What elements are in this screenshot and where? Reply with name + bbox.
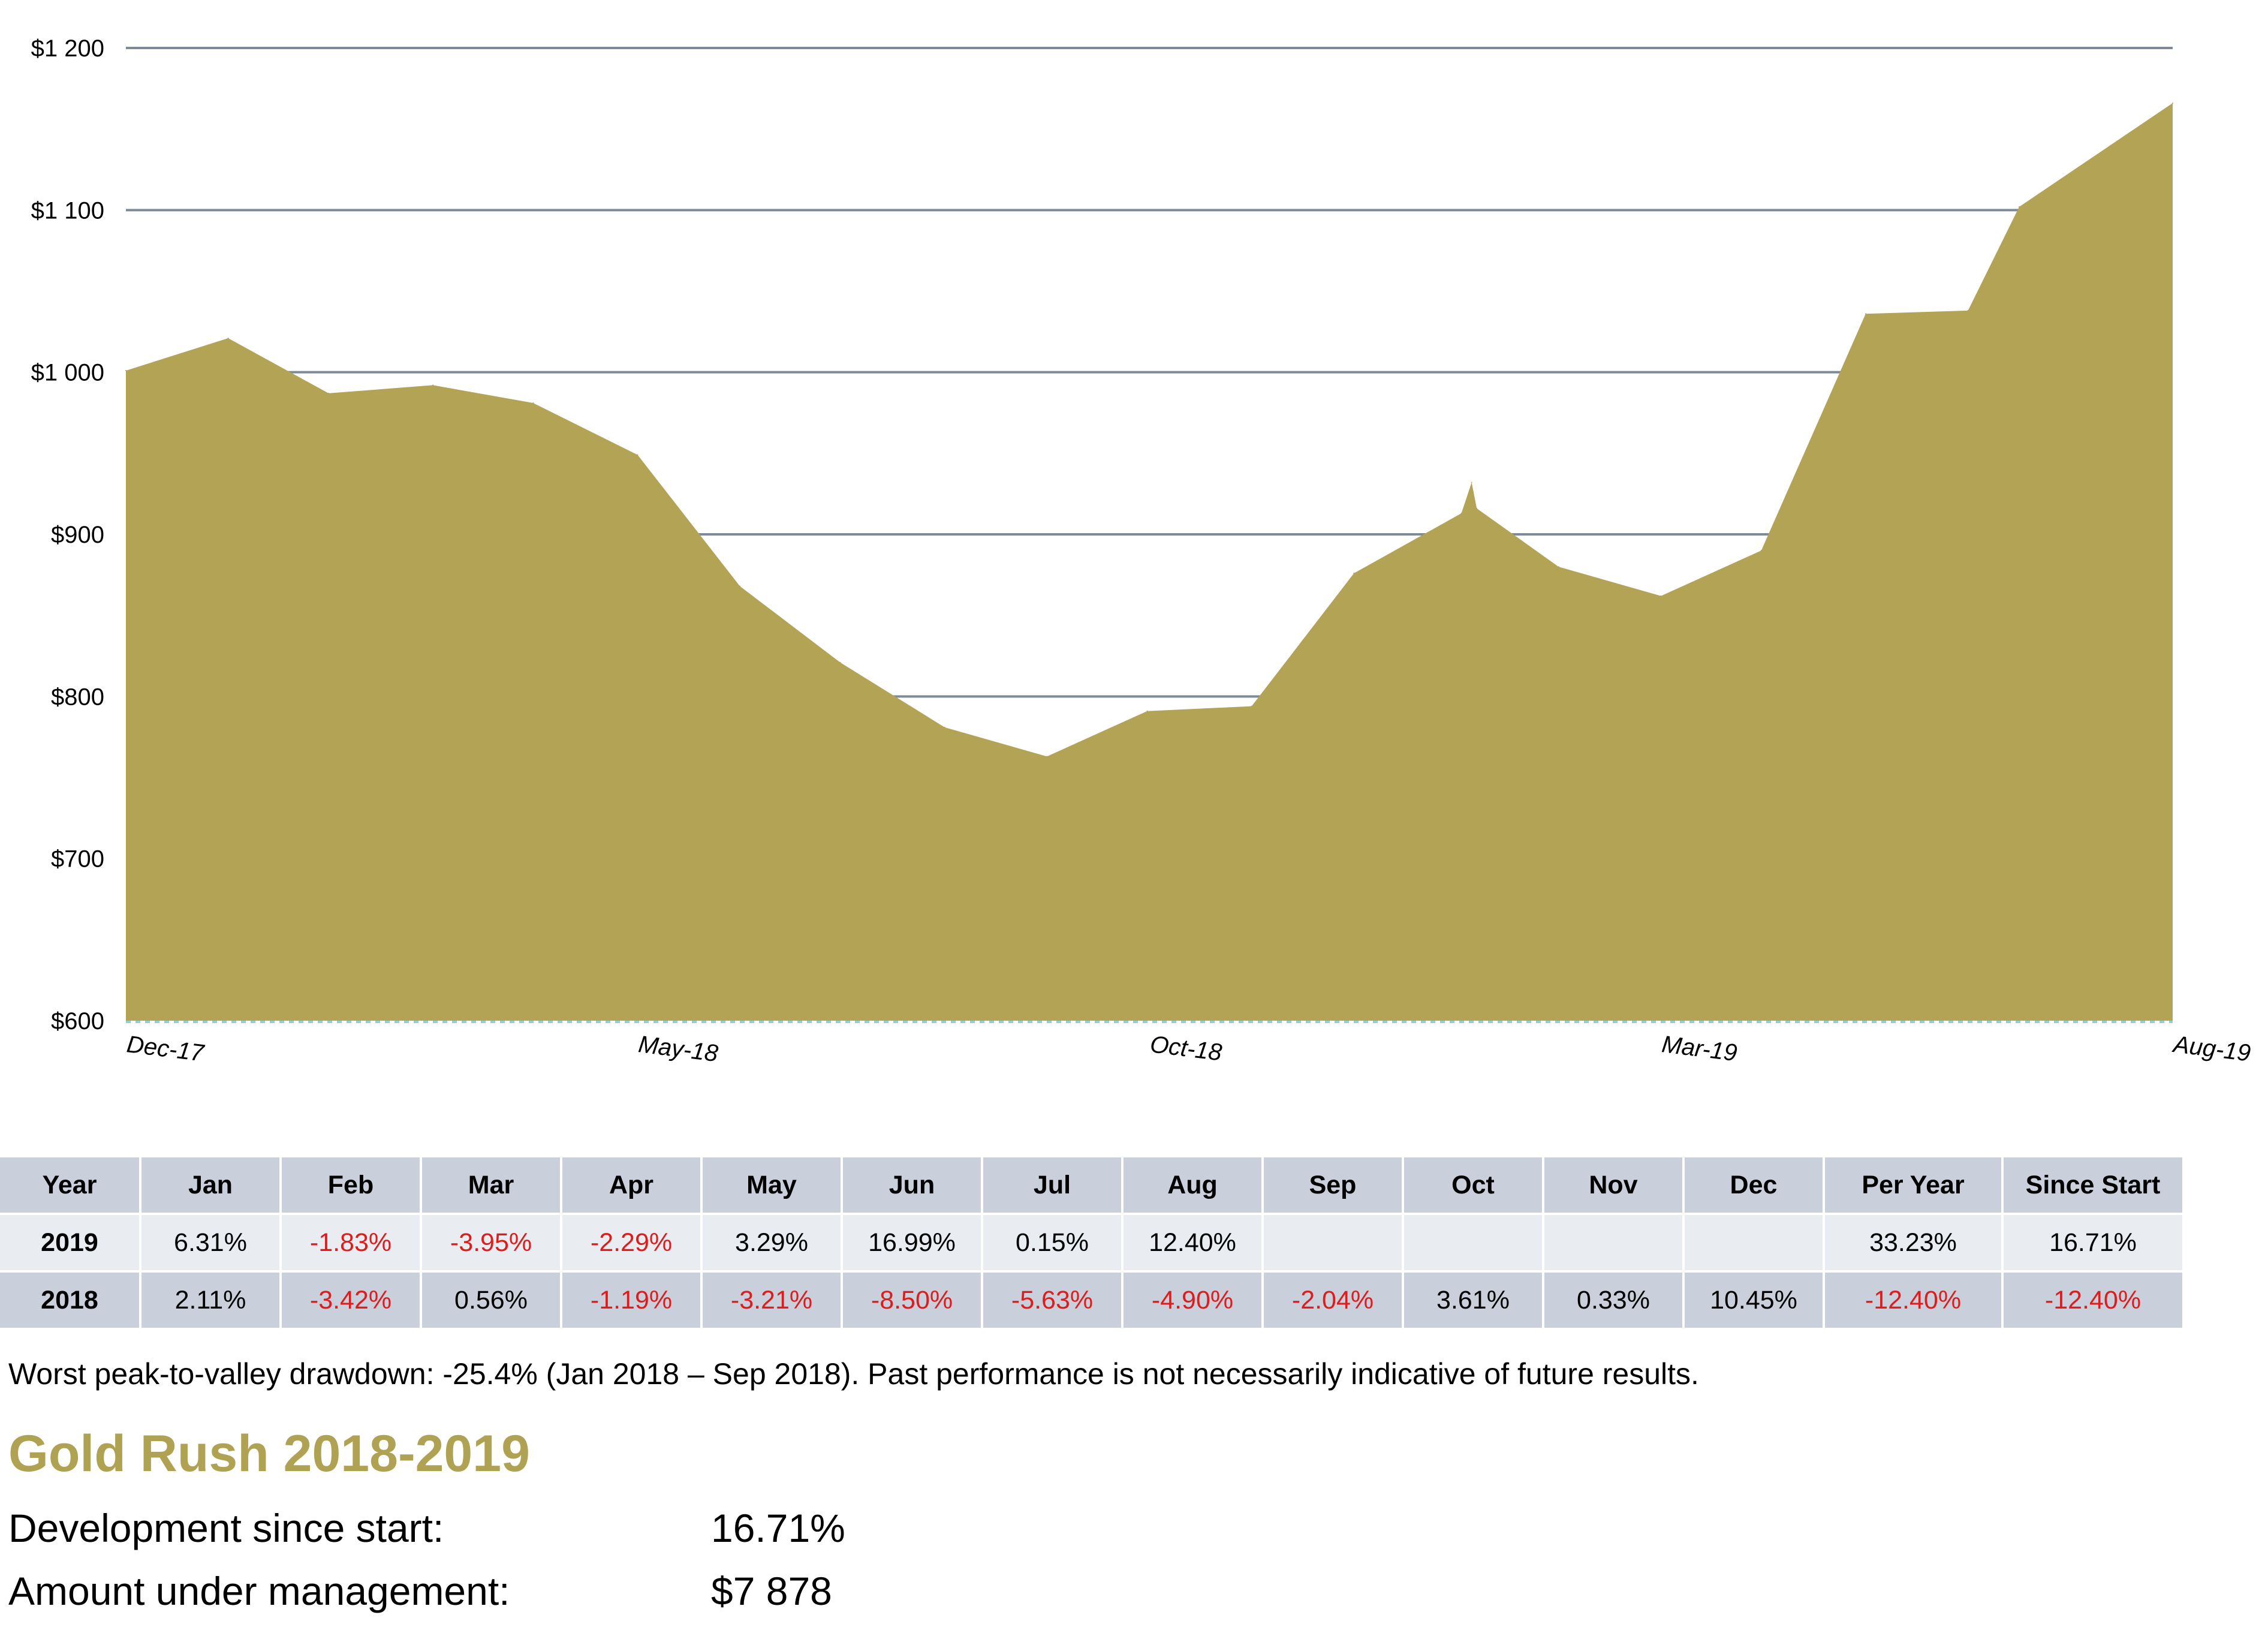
return-cell-aug: 12.40%: [1122, 1214, 1264, 1273]
return-cell-jul: -5.63%: [982, 1271, 1124, 1330]
data-point-14: [1471, 482, 1472, 483]
data-point-0: [125, 370, 126, 371]
area-layer: [125, 102, 2173, 1021]
return-cell-oct: 3.61%: [1403, 1271, 1544, 1330]
return-cell-apr: -2.29%: [561, 1214, 703, 1273]
return-cell-may: -3.21%: [701, 1271, 843, 1330]
aum-value: $7 878: [711, 1569, 832, 1613]
y-tick-label-5: $1 100: [31, 197, 104, 224]
return-cell-mar: 0.56%: [421, 1271, 562, 1330]
y-tick-label-4: $1 000: [31, 360, 104, 386]
y-tick-label-0: $600: [51, 1008, 104, 1034]
return-cell-since-start: -12.40%: [2002, 1271, 2185, 1330]
return-cell-jun: -8.50%: [842, 1271, 983, 1330]
data-point-19: [1865, 313, 1866, 315]
return-cell-aug: -4.90%: [1122, 1271, 1264, 1330]
data-point-15: [1476, 507, 1478, 509]
data-point-9: [1046, 756, 1048, 757]
data-point-18: [1760, 550, 1762, 551]
data-point-22: [2172, 102, 2173, 104]
monthly-returns-table: Year Jan Feb Mar Apr May Jun Jul Aug Sep Oct Nov Dec…: [0, 1157, 2185, 1330]
disclaimer-text: Worst peak-to-valley drawdown: -25.4% (J…: [8, 1357, 1699, 1391]
x-tick-label-3: Mar-19: [1660, 1031, 1738, 1066]
data-points: [125, 102, 2173, 757]
data-point-10: [1146, 710, 1148, 712]
data-point-2: [328, 392, 329, 394]
return-cell-mar: -3.95%: [421, 1214, 562, 1273]
return-cell-may: 3.29%: [701, 1214, 843, 1273]
header-mar: Mar: [421, 1157, 562, 1215]
return-cell-jul: 0.15%: [982, 1214, 1124, 1273]
return-cell-per-year: 33.23%: [1824, 1214, 2004, 1273]
x-tick-label-2: Oct-18: [1149, 1031, 1224, 1066]
data-point-20: [1967, 309, 1969, 311]
return-cell-nov: [1543, 1214, 1685, 1273]
y-tick-label-3: $900: [51, 522, 104, 548]
table-row-2018: 2018 2.11% -3.42% 0.56% -1.19% -3.21% -8.50% -5…: [0, 1271, 2185, 1330]
x-tick-label-4: Aug-19: [2171, 1031, 2252, 1067]
return-cell-jun: 16.99%: [842, 1214, 983, 1273]
data-point-8: [944, 726, 945, 728]
return-cell-feb: -1.83%: [281, 1214, 422, 1273]
return-cell-nov: 0.33%: [1543, 1271, 1685, 1330]
return-cell-feb: -3.42%: [281, 1271, 422, 1330]
data-point-17: [1660, 595, 1662, 597]
header-nov: Nov: [1543, 1157, 1685, 1215]
data-point-1: [227, 337, 229, 339]
y-axis-tick-labels: $600 $700 $800 $900 $1 000 $1 100 $1 200: [31, 35, 104, 1034]
data-point-3: [432, 384, 434, 386]
header-since-start: Since Start: [2002, 1157, 2185, 1215]
return-cell-dec: 10.45%: [1683, 1271, 1825, 1330]
performance-area-chart: $600 $700 $800 $900 $1 000 $1 100 $1 200 Dec-1…: [31, 35, 2252, 1067]
y-tick-label-2: $800: [51, 684, 104, 710]
return-cell-sep: -2.04%: [1263, 1271, 1404, 1330]
return-cell-jan: 6.31%: [140, 1214, 282, 1273]
x-axis-tick-labels: Dec-17 May-18 Oct-18 Mar-19 Aug-19: [125, 1031, 2252, 1067]
return-cell-per-year: -12.40%: [1824, 1271, 2004, 1330]
x-tick-label-0: Dec-17: [125, 1031, 206, 1067]
header-apr: Apr: [561, 1157, 703, 1215]
header-sep: Sep: [1263, 1157, 1404, 1215]
data-point-13: [1460, 512, 1462, 514]
header-aug: Aug: [1122, 1157, 1264, 1215]
table-header-row: Year Jan Feb Mar Apr May Jun Jul Aug Sep Oct Nov Dec…: [0, 1157, 2185, 1215]
return-cell-apr: -1.19%: [561, 1271, 703, 1330]
return-cell-dec: [1683, 1214, 1825, 1273]
header-jan: Jan: [140, 1157, 282, 1215]
fund-title: Gold Rush 2018-2019: [8, 1425, 530, 1482]
y-tick-label-1: $700: [51, 846, 104, 873]
data-point-11: [1251, 705, 1252, 707]
development-value: 16.71%: [711, 1506, 845, 1550]
data-point-21: [2019, 206, 2020, 207]
header-jun: Jun: [842, 1157, 983, 1215]
header-oct: Oct: [1403, 1157, 1544, 1215]
header-per-year: Per Year: [1824, 1157, 2004, 1215]
header-jul: Jul: [982, 1157, 1124, 1215]
table-row-2019: 2019 6.31% -1.83% -3.95% -2.29% 3.29% 16.99% 0.…: [0, 1214, 2185, 1273]
header-may: May: [701, 1157, 843, 1215]
return-cell-jan: 2.11%: [140, 1271, 282, 1330]
data-point-4: [532, 402, 534, 404]
header-dec: Dec: [1683, 1157, 1825, 1215]
return-cell-oct: [1403, 1214, 1544, 1273]
year-cell: 2018: [0, 1271, 141, 1330]
aum-label: Amount under management:: [8, 1569, 510, 1613]
data-point-16: [1558, 566, 1559, 568]
x-tick-label-1: May-18: [637, 1031, 719, 1067]
series-area: [126, 103, 2173, 1021]
development-label: Development since start:: [8, 1506, 444, 1550]
data-point-6: [739, 585, 741, 587]
return-cell-sep: [1263, 1214, 1404, 1273]
year-cell: 2019: [0, 1214, 141, 1273]
data-point-12: [1353, 572, 1355, 574]
header-feb: Feb: [281, 1157, 422, 1215]
data-point-7: [839, 661, 841, 663]
data-point-5: [637, 454, 638, 456]
header-year: Year: [0, 1157, 141, 1215]
return-cell-since-start: 16.71%: [2002, 1214, 2185, 1273]
y-tick-label-6: $1 200: [31, 35, 104, 62]
